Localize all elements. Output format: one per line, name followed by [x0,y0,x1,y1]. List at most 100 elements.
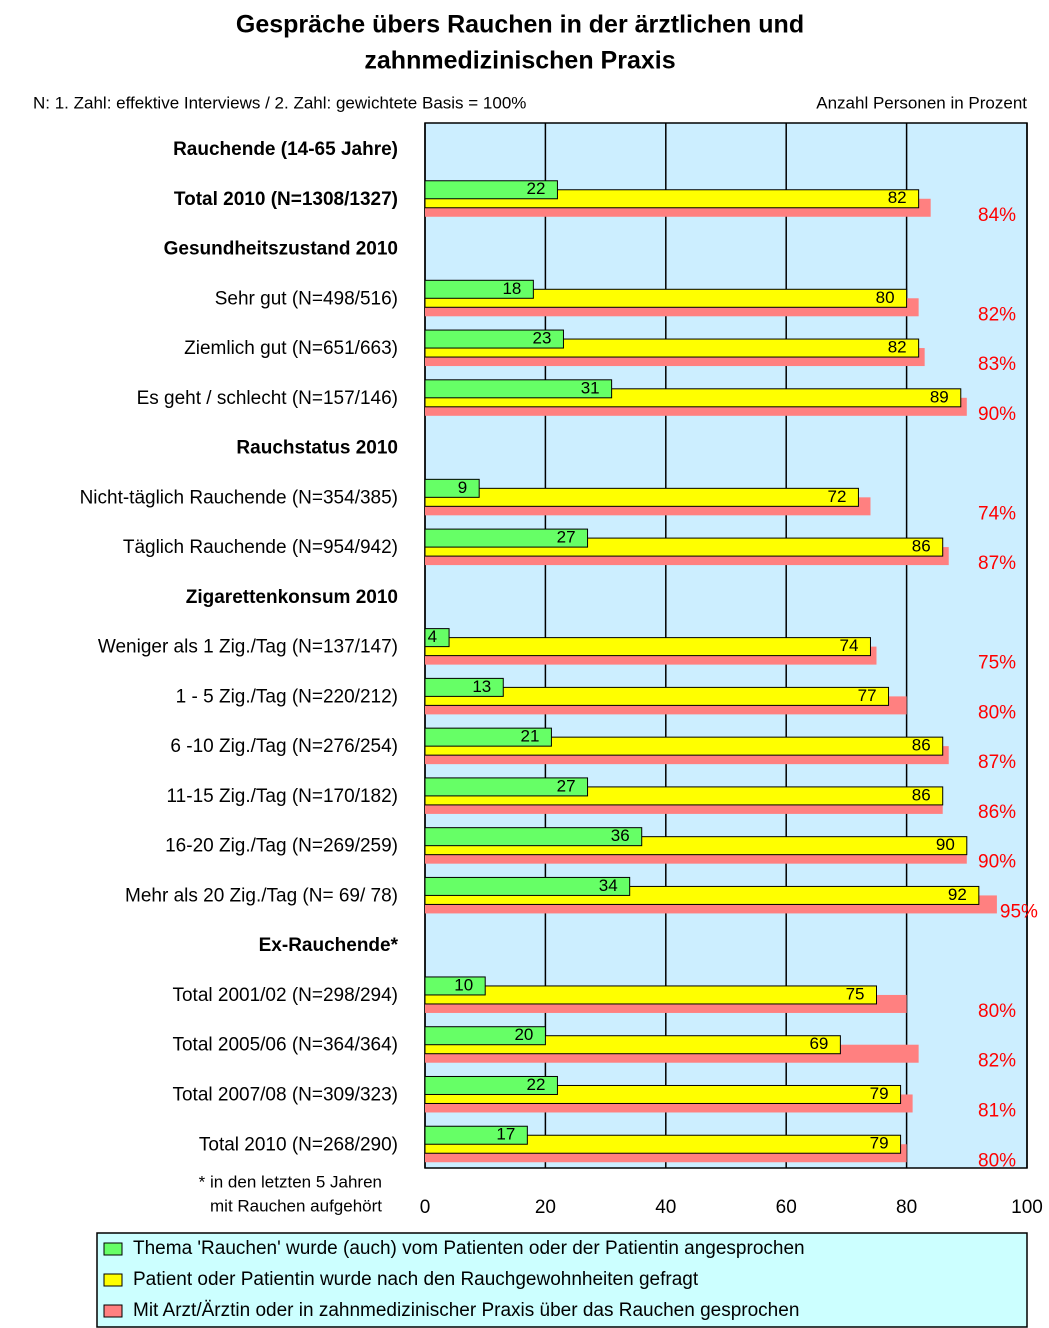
data-label: 20 [514,1025,533,1044]
y-tick-label: Zigarettenkonsum 2010 [186,587,398,608]
data-label: 75 [846,984,865,1003]
bar [424,487,859,507]
y-tick-label: 16-20 Zig./Tag (N=269/259) [165,836,398,857]
data-label: 87% [978,752,1016,773]
data-label: 4 [428,627,437,646]
y-tick-label: Total 2001/02 (N=298/294) [172,985,398,1006]
data-label: 9 [458,478,467,497]
y-tick-label: Rauchende (14-65 Jahre) [173,139,398,160]
data-label: 82 [888,188,907,207]
bar [424,628,450,648]
data-label: 83% [978,354,1016,375]
legend-swatch [103,1273,123,1287]
y-tick-label: Total 2005/06 (N=364/364) [172,1035,398,1056]
bar [424,329,564,349]
bar [424,976,486,996]
y-tick-label: Total 2010 (N=268/290) [199,1134,398,1155]
y-tick-label: Total 2007/08 (N=309/323) [172,1084,398,1105]
data-label: 69 [809,1034,828,1053]
bar [424,727,552,747]
data-label: 21 [520,727,539,746]
data-label: 80% [978,1001,1016,1022]
bar [424,1075,558,1095]
data-label: 86 [912,736,931,755]
x-tick-label: 100 [1011,1197,1043,1218]
data-label: 95% [1000,901,1038,922]
data-label: 72 [828,487,847,506]
bar [424,827,643,847]
data-label: 90% [978,852,1016,873]
data-label: 82% [978,1051,1016,1072]
bar [424,637,871,657]
y-tick-label: Es geht / schlecht (N=157/146) [137,388,398,409]
data-label: 84% [978,205,1016,226]
y-tick-label: Mehr als 20 Zig./Tag (N= 69/ 78) [125,885,398,906]
data-label: 79 [870,1084,889,1103]
bar [424,777,589,797]
data-label: 80 [876,288,895,307]
data-label: 36 [611,826,630,845]
data-label: 80% [978,702,1016,723]
y-tick-label: Total 2010 (N=1308/1327) [174,189,398,210]
data-label: 27 [557,776,576,795]
data-label: 22 [527,179,546,198]
y-tick-label: Sehr gut (N=498/516) [215,288,398,309]
y-tick-label: Rauchstatus 2010 [236,438,398,459]
footnote: mit Rauchen aufgehört [210,1196,382,1215]
y-tick-label: 11-15 Zig./Tag (N=170/182) [167,786,398,807]
footnote: * in den letzten 5 Jahren [199,1172,382,1191]
data-label: 82% [978,304,1016,325]
legend-box [96,1232,1028,1328]
data-label: 10 [454,975,473,994]
data-label: 23 [533,329,552,348]
y-tick-label: Täglich Rauchende (N=954/942) [123,537,398,558]
y-tick-label: Nicht-täglich Rauchende (N=354/385) [80,487,398,508]
data-label: 74% [978,503,1016,524]
legend-label: Mit Arzt/Ärztin oder in zahnmedizinische… [133,1300,799,1321]
bar [424,985,877,1005]
data-label: 17 [496,1125,515,1144]
legend-swatch [103,1304,123,1318]
y-tick-label: Ziemlich gut (N=651/663) [184,338,398,359]
legend-label: Patient oder Patientin wurde nach den Ra… [133,1269,699,1290]
x-tick-label: 60 [776,1197,797,1218]
y-tick-label: 1 - 5 Zig./Tag (N=220/212) [176,686,398,707]
data-label: 86% [978,802,1016,823]
data-label: 81% [978,1100,1016,1121]
x-tick-label: 20 [535,1197,556,1218]
data-label: 27 [557,528,576,547]
data-label: 86 [912,785,931,804]
y-tick-label: Gesundheitszustand 2010 [164,239,398,260]
axis-note: Anzahl Personen in Prozent [816,93,1027,112]
data-label: 18 [502,279,521,298]
data-label: 90 [936,835,955,854]
legend-swatch [103,1242,123,1256]
bar [424,876,631,896]
bar [424,478,480,498]
data-label: 86 [912,537,931,556]
data-label: 74 [840,636,859,655]
y-tick-label: Weniger als 1 Zig./Tag (N=137/147) [98,637,398,658]
x-tick-label: 80 [896,1197,917,1218]
data-label: 82 [888,338,907,357]
data-label: 90% [978,404,1016,425]
y-tick-label: Ex-Rauchende* [259,935,399,956]
subtitle: N: 1. Zahl: effektive Interviews / 2. Za… [33,93,526,112]
bar [424,677,504,697]
data-label: 22 [527,1075,546,1094]
chart-title: zahnmedizinischen Praxis [364,47,675,75]
bar [424,180,558,200]
y-tick-label: 6 -10 Zig./Tag (N=276/254) [170,736,398,757]
data-label: 77 [858,686,877,705]
chart-title: Gespräche übers Rauchen in der ärztliche… [236,11,804,39]
data-label: 75% [978,653,1016,674]
data-label: 79 [870,1134,889,1153]
data-label: 31 [581,378,600,397]
bar [424,279,534,299]
x-tick-label: 0 [420,1197,431,1218]
data-label: 92 [948,885,967,904]
bar [424,1026,546,1046]
legend-label: Thema 'Rauchen' wurde (auch) vom Patient… [133,1238,805,1259]
bar [424,528,589,548]
